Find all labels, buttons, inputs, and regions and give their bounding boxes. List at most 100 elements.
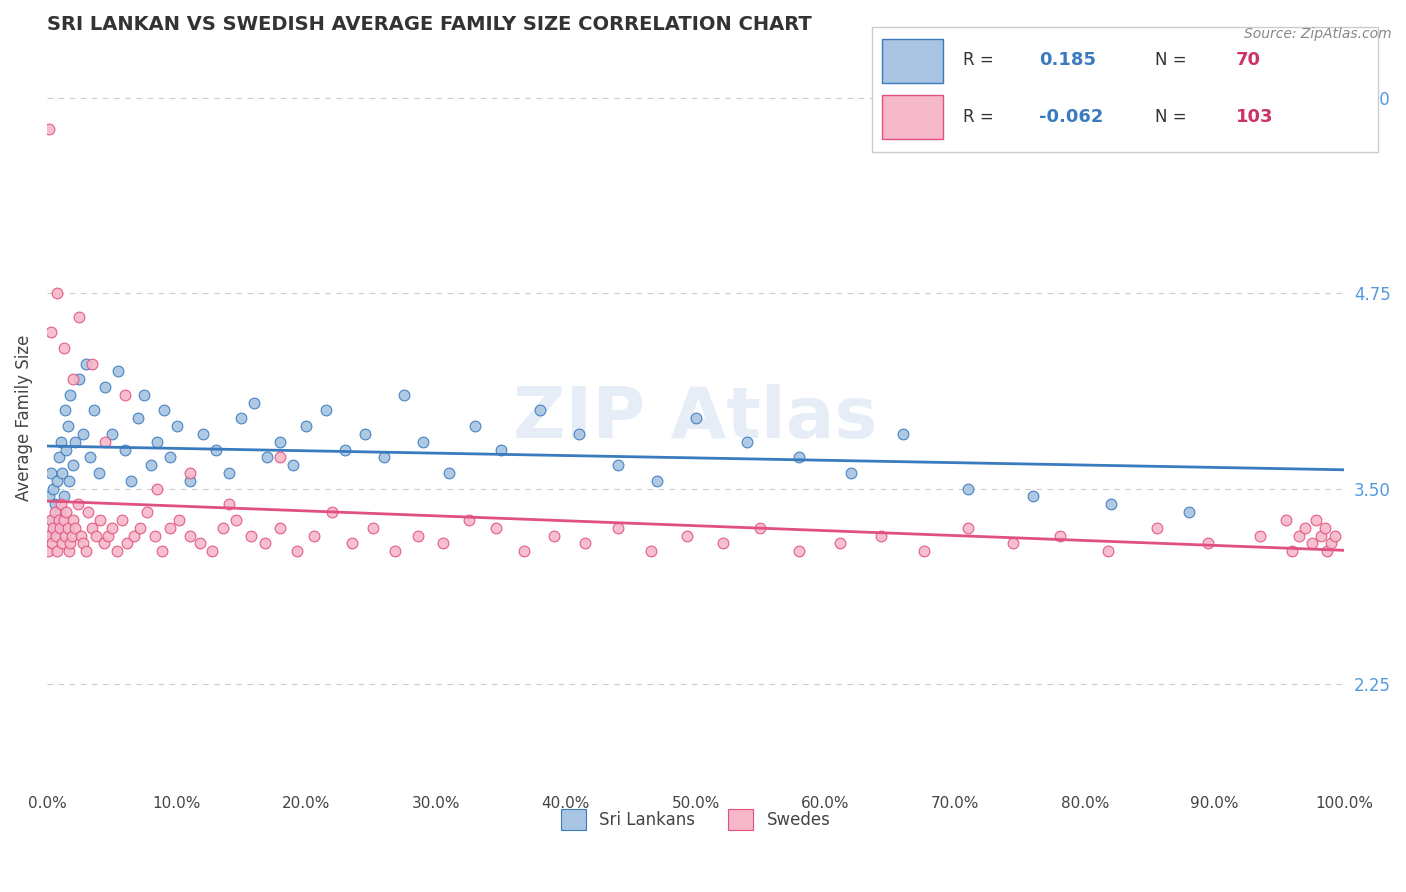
Point <box>269 450 291 465</box>
Point <box>159 450 181 465</box>
Point <box>146 434 169 449</box>
Point <box>94 434 117 449</box>
Text: R =: R = <box>963 52 994 70</box>
Point <box>568 426 591 441</box>
Point <box>464 419 486 434</box>
Point <box>166 419 188 434</box>
Point <box>384 544 406 558</box>
Point <box>87 466 110 480</box>
Point <box>1281 544 1303 558</box>
Point <box>179 474 201 488</box>
Point <box>373 450 395 465</box>
Text: 0.185: 0.185 <box>1039 52 1095 70</box>
Point <box>253 536 276 550</box>
Point <box>41 513 63 527</box>
Point <box>66 497 89 511</box>
Point <box>53 403 76 417</box>
Point <box>685 411 707 425</box>
Point <box>49 434 72 449</box>
Point <box>321 505 343 519</box>
Point <box>749 521 772 535</box>
Point <box>122 528 145 542</box>
Point <box>201 544 224 558</box>
Point <box>1002 536 1025 550</box>
Point <box>62 458 84 473</box>
Text: -0.062: -0.062 <box>1039 108 1104 126</box>
Point <box>828 536 851 550</box>
Point <box>340 536 363 550</box>
Point <box>134 388 156 402</box>
Point <box>62 372 84 386</box>
Point <box>94 380 117 394</box>
Point <box>52 341 75 355</box>
Text: N =: N = <box>1156 108 1187 126</box>
Point <box>111 513 134 527</box>
Point <box>75 544 97 558</box>
Point <box>159 521 181 535</box>
Point <box>52 513 75 527</box>
Point <box>52 490 75 504</box>
Point <box>285 544 308 558</box>
Point <box>243 395 266 409</box>
Point <box>139 458 162 473</box>
Point <box>49 521 72 535</box>
Point <box>46 286 69 301</box>
Point <box>1022 490 1045 504</box>
Point <box>82 521 104 535</box>
Point <box>77 505 100 519</box>
Point <box>870 528 893 542</box>
Text: ZIP Atlas: ZIP Atlas <box>513 384 877 453</box>
Point <box>152 403 174 417</box>
Point <box>912 544 935 558</box>
Point <box>457 513 479 527</box>
Point <box>1097 544 1119 558</box>
Point <box>789 544 811 558</box>
Point <box>60 528 83 542</box>
Point <box>75 357 97 371</box>
Text: 103: 103 <box>1236 108 1274 126</box>
FancyBboxPatch shape <box>882 95 942 139</box>
Point <box>55 505 77 519</box>
Point <box>513 544 536 558</box>
Point <box>191 426 214 441</box>
Point <box>437 466 460 480</box>
Text: R =: R = <box>963 108 994 126</box>
Point <box>100 521 122 535</box>
Point <box>51 536 73 550</box>
Point <box>38 490 60 504</box>
Point <box>143 528 166 542</box>
Point <box>543 528 565 542</box>
Point <box>839 466 862 480</box>
Point <box>39 326 62 340</box>
Point <box>49 497 72 511</box>
Point <box>42 521 65 535</box>
Point <box>188 536 211 550</box>
Point <box>67 310 90 324</box>
Point <box>1305 513 1327 527</box>
Point <box>302 528 325 542</box>
Point <box>39 513 62 527</box>
Point <box>529 403 551 417</box>
Point <box>56 521 79 535</box>
Point <box>1309 528 1331 542</box>
Point <box>412 434 434 449</box>
Point <box>179 466 201 480</box>
Point <box>1275 513 1298 527</box>
Point <box>335 442 357 457</box>
Point <box>48 450 70 465</box>
Point <box>150 544 173 558</box>
Point <box>1324 528 1347 542</box>
Point <box>44 505 66 519</box>
Point <box>58 474 80 488</box>
Point <box>295 419 318 434</box>
Point <box>37 528 59 542</box>
Text: N =: N = <box>1156 52 1187 70</box>
Point <box>67 372 90 386</box>
Point <box>120 474 142 488</box>
Point <box>39 466 62 480</box>
Point <box>269 434 291 449</box>
Point <box>432 536 454 550</box>
Point <box>41 536 63 550</box>
Point <box>1197 536 1219 550</box>
Point <box>51 466 73 480</box>
